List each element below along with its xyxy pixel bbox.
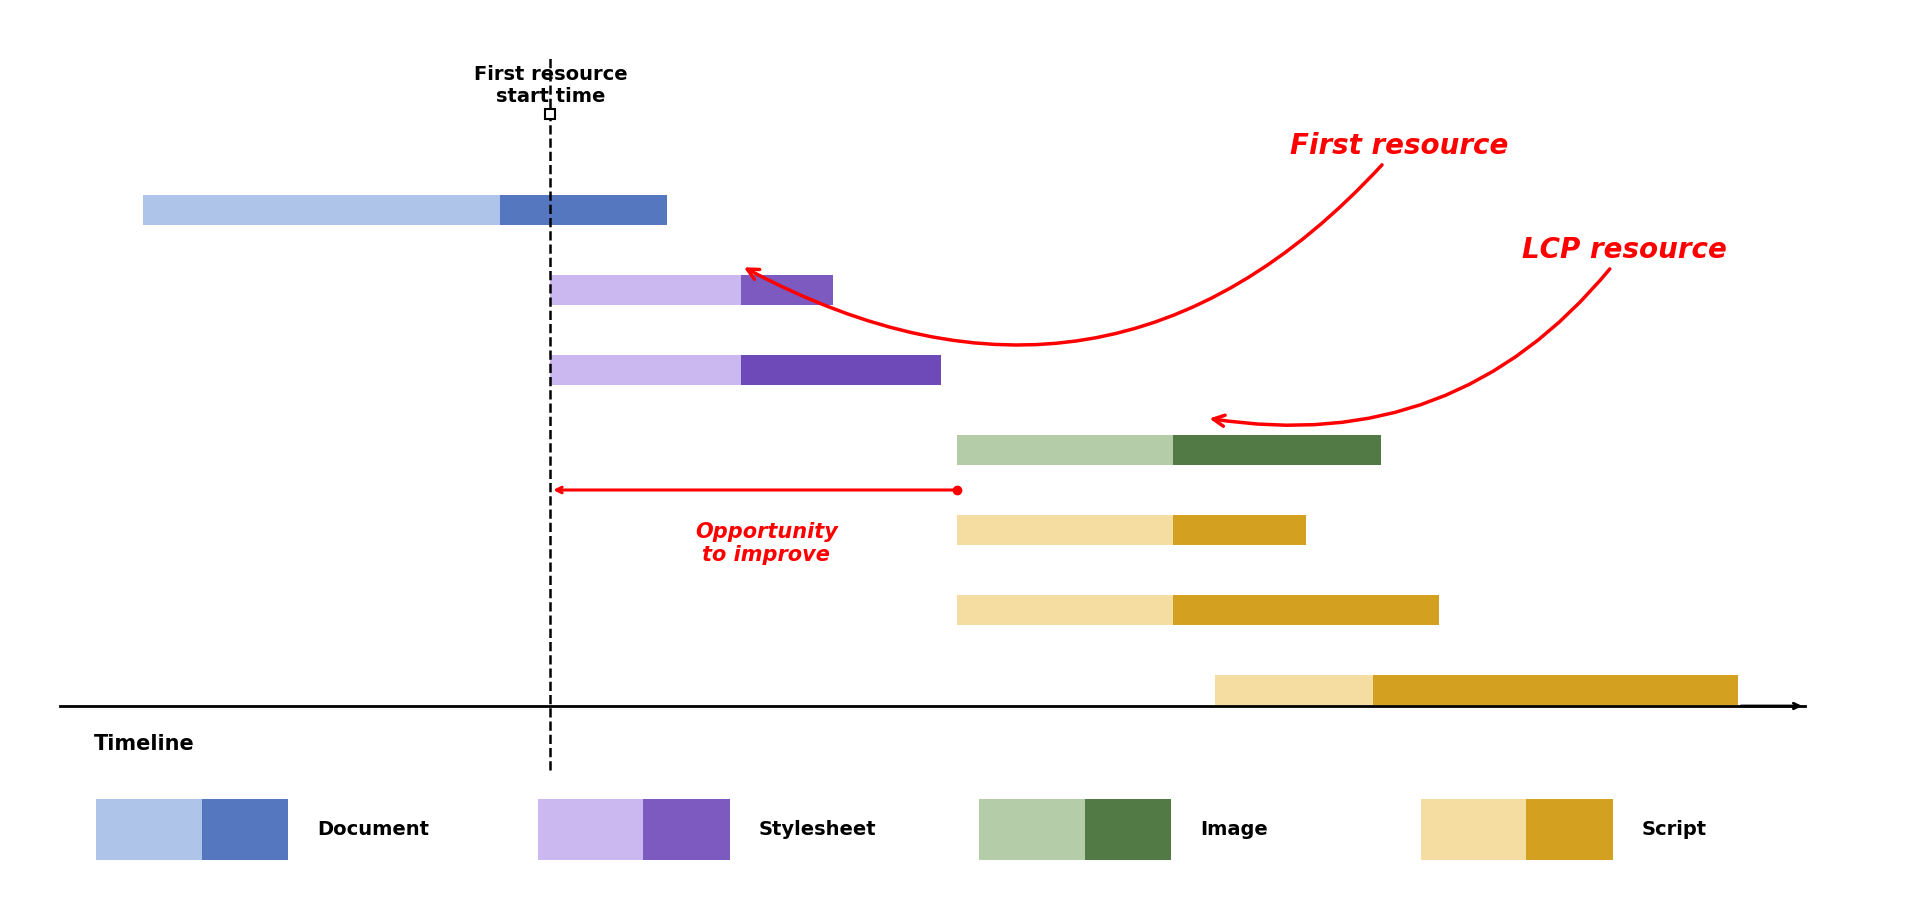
Bar <box>741 355 941 385</box>
Bar <box>144 194 501 225</box>
FancyBboxPatch shape <box>538 799 643 860</box>
Text: First resource
start time: First resource start time <box>474 65 628 106</box>
FancyBboxPatch shape <box>1421 799 1526 860</box>
Bar <box>958 515 1173 545</box>
Bar <box>1373 675 1738 706</box>
Text: Image: Image <box>1200 820 1267 839</box>
Text: Timeline: Timeline <box>94 734 194 754</box>
Text: Document: Document <box>317 820 428 839</box>
Bar <box>958 435 1173 465</box>
FancyBboxPatch shape <box>1085 799 1171 860</box>
Bar <box>551 355 741 385</box>
Text: First resource: First resource <box>747 132 1507 345</box>
FancyBboxPatch shape <box>202 799 288 860</box>
Text: Script: Script <box>1642 820 1707 839</box>
Bar <box>551 274 741 305</box>
Bar <box>958 595 1173 625</box>
Bar <box>501 194 666 225</box>
FancyBboxPatch shape <box>979 799 1085 860</box>
Text: LCP resource: LCP resource <box>1213 236 1728 427</box>
Bar <box>1215 675 1373 706</box>
Text: Stylesheet: Stylesheet <box>758 820 876 839</box>
Bar <box>1173 595 1440 625</box>
Bar <box>1173 515 1306 545</box>
Text: Opportunity
to improve: Opportunity to improve <box>695 522 837 565</box>
FancyBboxPatch shape <box>96 799 202 860</box>
FancyBboxPatch shape <box>643 799 730 860</box>
Bar <box>741 274 833 305</box>
Bar <box>1173 435 1380 465</box>
FancyBboxPatch shape <box>1526 799 1613 860</box>
